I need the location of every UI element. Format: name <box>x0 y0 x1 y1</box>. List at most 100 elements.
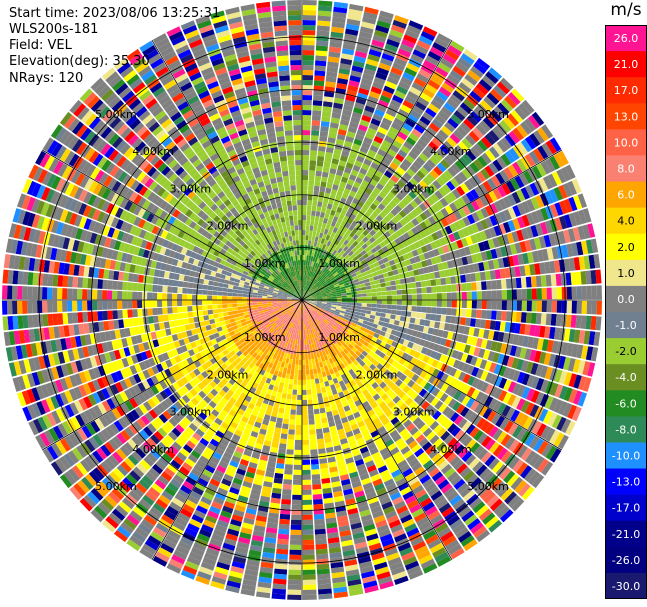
range-gate <box>315 274 320 280</box>
range-gate <box>314 523 326 530</box>
range-gate <box>320 259 325 266</box>
range-gate <box>372 240 379 247</box>
range-gate <box>313 241 318 247</box>
range-gate <box>302 90 313 96</box>
range-gate <box>362 203 370 211</box>
range-gate <box>441 292 447 300</box>
range-gate <box>281 493 292 500</box>
range-gate <box>512 127 524 141</box>
range-gate <box>365 100 377 109</box>
range-gate <box>316 226 322 233</box>
range-gate <box>376 237 383 244</box>
range-gate <box>462 216 471 227</box>
range-gate <box>359 233 366 240</box>
range-gate <box>375 255 383 262</box>
range-gate <box>381 300 387 305</box>
range-gate <box>334 174 342 182</box>
range-gate <box>312 484 322 490</box>
range-gate <box>320 289 326 293</box>
range-gate <box>429 155 440 166</box>
range-gate <box>334 245 341 252</box>
range-gate <box>305 285 308 291</box>
range-gate <box>305 286 309 291</box>
range-gate <box>352 234 359 241</box>
range-gate <box>473 61 487 75</box>
range-gate <box>434 239 442 248</box>
range-gate <box>466 300 472 309</box>
range-gate <box>541 124 554 139</box>
range-gate <box>302 504 313 510</box>
range-gate <box>356 155 365 163</box>
range-gate <box>333 6 348 14</box>
range-gate <box>313 251 318 258</box>
range-gate <box>318 277 324 283</box>
range-gate <box>315 165 323 172</box>
range-gate <box>414 124 425 134</box>
range-gate <box>570 272 577 286</box>
range-gate <box>480 168 491 180</box>
range-gate <box>386 76 399 86</box>
range-gate <box>321 417 328 424</box>
range-gate <box>318 216 324 223</box>
range-gate <box>407 90 419 101</box>
range-gate <box>496 156 508 169</box>
range-gate <box>314 257 319 263</box>
range-gate <box>352 227 359 234</box>
range-gate <box>344 166 352 174</box>
range-gate <box>315 50 328 57</box>
range-gate <box>422 176 432 186</box>
range-gate <box>306 379 311 385</box>
range-gate <box>284 464 293 470</box>
range-gate <box>418 152 429 163</box>
range-gate <box>305 292 310 297</box>
range-gate <box>283 383 289 389</box>
range-gate <box>380 282 386 288</box>
range-gate <box>306 374 311 380</box>
range-gate <box>338 224 345 231</box>
range-gate <box>551 300 557 313</box>
range-gate <box>371 292 377 297</box>
range-gate <box>339 63 352 70</box>
range-gate <box>291 399 297 405</box>
range-gate <box>336 228 342 235</box>
range-gate <box>302 579 317 585</box>
range-gate <box>376 67 390 76</box>
range-gate <box>462 205 472 216</box>
range-gate <box>311 115 321 121</box>
range-gate <box>421 306 427 313</box>
range-gate <box>497 185 507 198</box>
range-gate <box>469 146 481 158</box>
range-gate <box>471 282 477 291</box>
range-gate <box>336 82 348 90</box>
range-gate <box>374 170 384 179</box>
range-gate <box>405 136 417 146</box>
range-gate <box>306 255 309 261</box>
range-gate <box>394 57 408 67</box>
range-gate <box>348 80 360 88</box>
range-gate <box>576 300 582 314</box>
range-gate <box>312 285 317 290</box>
range-gate <box>446 284 452 292</box>
range-gate <box>434 133 446 144</box>
range-gate <box>307 190 314 196</box>
range-gate <box>318 5 332 12</box>
range-gate <box>321 176 328 183</box>
range-gate <box>411 128 422 138</box>
range-gate <box>323 96 334 103</box>
range-gate <box>379 122 391 131</box>
range-gate <box>331 158 340 165</box>
range-gate <box>361 21 375 30</box>
range-gate <box>417 138 428 149</box>
range-gate <box>334 239 340 246</box>
range-gate <box>332 16 346 24</box>
range-gate <box>373 251 380 258</box>
range-gate <box>328 46 342 53</box>
range-gate <box>477 155 488 168</box>
range-gate <box>360 286 367 291</box>
range-gate <box>348 174 357 182</box>
range-gate <box>326 271 332 277</box>
range-gate <box>401 294 407 300</box>
range-gate <box>303 280 306 286</box>
range-gate <box>371 288 377 293</box>
range-gate <box>365 154 375 162</box>
